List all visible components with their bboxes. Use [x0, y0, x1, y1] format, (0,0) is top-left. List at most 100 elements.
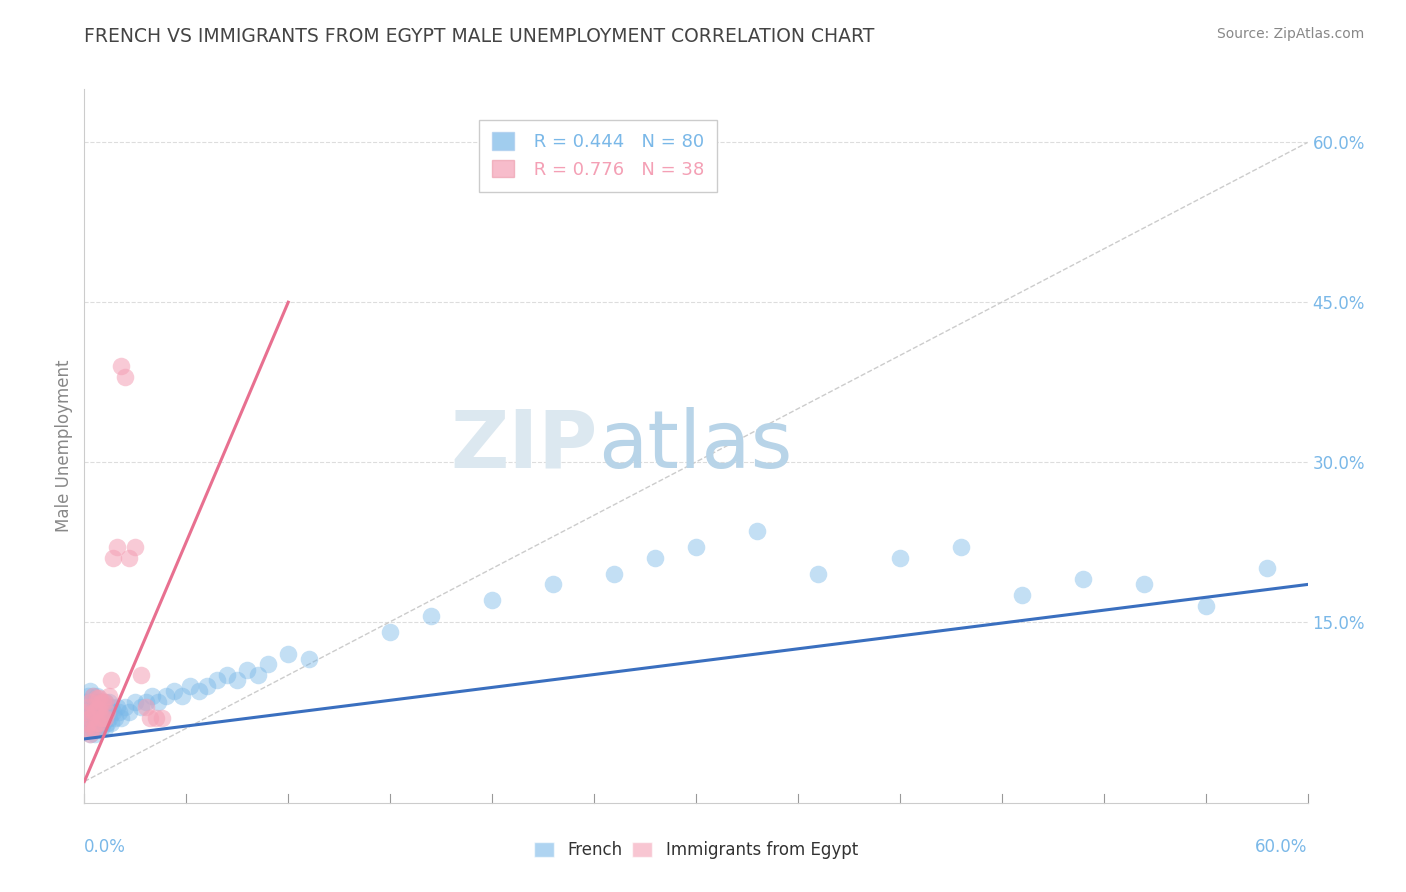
Y-axis label: Male Unemployment: Male Unemployment — [55, 359, 73, 533]
Point — [226, 673, 249, 688]
Point — [93, 695, 115, 709]
Point — [146, 695, 169, 709]
Point — [205, 673, 228, 688]
Point — [747, 524, 769, 539]
Point — [75, 706, 97, 720]
Point — [86, 691, 108, 706]
Text: FRENCH VS IMMIGRANTS FROM EGYPT MALE UNEMPLOYMENT CORRELATION CHART: FRENCH VS IMMIGRANTS FROM EGYPT MALE UNE… — [84, 28, 875, 46]
Point — [380, 625, 402, 640]
Point — [150, 710, 173, 724]
Point — [79, 710, 101, 724]
Point — [138, 710, 160, 724]
Point — [90, 710, 112, 724]
Point — [105, 700, 128, 714]
Point — [543, 577, 565, 591]
Point — [97, 710, 120, 724]
Point — [187, 684, 209, 698]
Point — [118, 706, 141, 720]
Point — [277, 647, 299, 661]
Point — [685, 540, 707, 554]
Point — [217, 668, 239, 682]
Point — [179, 679, 201, 693]
Point — [100, 673, 122, 688]
Point — [97, 690, 120, 704]
Point — [77, 721, 100, 735]
Legend: French, Immigrants from Egypt: French, Immigrants from Egypt — [527, 835, 865, 866]
Point — [86, 700, 108, 714]
Point — [257, 657, 280, 672]
Point — [87, 715, 110, 730]
Point — [86, 710, 108, 724]
Point — [93, 710, 115, 724]
Text: 0.0%: 0.0% — [84, 838, 127, 856]
Point — [82, 721, 104, 735]
Point — [298, 652, 321, 666]
Point — [86, 721, 108, 735]
Point — [86, 715, 108, 730]
Point — [97, 695, 120, 709]
Point — [83, 706, 105, 720]
Point — [90, 710, 112, 724]
Point — [118, 550, 141, 565]
Point — [195, 679, 218, 693]
Point — [93, 710, 115, 724]
Point — [124, 695, 146, 709]
Point — [114, 369, 136, 384]
Point — [124, 540, 146, 554]
Point — [90, 695, 112, 709]
Point — [1256, 561, 1278, 575]
Point — [96, 715, 118, 730]
Point — [83, 715, 105, 730]
Point — [86, 690, 108, 704]
Point — [96, 706, 118, 720]
Point — [79, 710, 101, 724]
Text: 60.0%: 60.0% — [1256, 838, 1308, 856]
Point — [1011, 588, 1033, 602]
Point — [104, 710, 127, 724]
Point — [131, 700, 153, 714]
Point — [420, 609, 443, 624]
Point — [172, 690, 194, 704]
Text: ZIP: ZIP — [451, 407, 598, 485]
Point — [90, 721, 112, 735]
Point — [82, 706, 104, 720]
Point — [145, 710, 167, 724]
Point — [1073, 572, 1095, 586]
Point — [75, 721, 97, 735]
Point — [141, 690, 163, 704]
Point — [87, 715, 110, 730]
Text: atlas: atlas — [598, 407, 793, 485]
Point — [163, 684, 186, 698]
Point — [77, 690, 100, 704]
Point — [82, 690, 104, 704]
Point — [100, 715, 122, 730]
Point — [135, 695, 157, 709]
Point — [83, 695, 105, 709]
Point — [644, 550, 666, 565]
Point — [135, 700, 157, 714]
Point — [93, 721, 115, 735]
Point — [87, 702, 110, 716]
Point — [87, 706, 110, 720]
Point — [481, 593, 503, 607]
Point — [246, 668, 269, 682]
Point — [91, 695, 114, 709]
Point — [1133, 577, 1156, 591]
Point — [91, 700, 114, 714]
Point — [82, 721, 104, 735]
Point — [79, 700, 101, 714]
Point — [75, 695, 97, 709]
Point — [90, 695, 112, 709]
Point — [101, 550, 124, 565]
Point — [87, 695, 110, 709]
Point — [105, 540, 128, 554]
Point — [91, 710, 114, 724]
Point — [82, 690, 104, 704]
Point — [77, 700, 100, 714]
Point — [91, 715, 114, 730]
Point — [807, 566, 830, 581]
Point — [77, 715, 100, 730]
Point — [77, 706, 100, 720]
Point — [79, 726, 101, 740]
Point — [79, 726, 101, 740]
